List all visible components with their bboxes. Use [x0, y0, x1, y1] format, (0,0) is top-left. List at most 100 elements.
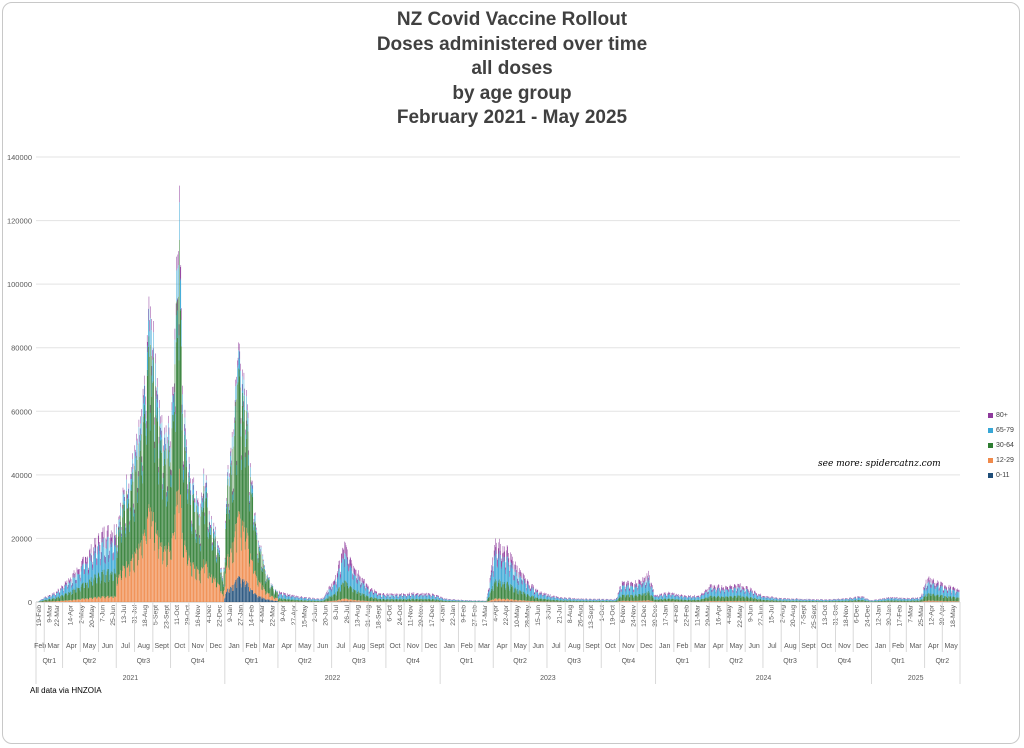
bar-segment — [567, 600, 568, 602]
bar-segment — [619, 589, 621, 597]
bar-segment — [60, 590, 62, 597]
bar-segment — [124, 510, 126, 569]
bar-segment — [450, 599, 452, 602]
bar-segment — [57, 593, 58, 598]
bar-segment — [349, 599, 351, 602]
bar-segment — [487, 593, 488, 596]
bar-segment — [115, 544, 116, 574]
bar-segment — [299, 597, 301, 601]
bar-segment — [254, 515, 255, 523]
bar-segment — [350, 599, 351, 602]
bar-segment — [555, 598, 556, 599]
bar-segment — [505, 562, 507, 570]
bar-segment — [512, 568, 514, 588]
bar-segment — [354, 589, 355, 600]
bar-segment — [190, 504, 192, 567]
bar-segment — [624, 586, 626, 590]
bar-segment — [123, 504, 125, 567]
bar-segment — [349, 599, 350, 602]
bar-segment — [69, 579, 71, 583]
bar-segment — [551, 596, 552, 598]
bar-segment — [388, 598, 390, 602]
bar-segment — [296, 596, 298, 598]
bar-segment — [495, 598, 496, 602]
bar-segment — [624, 589, 626, 597]
bar-segment — [610, 599, 611, 600]
bar-segment — [358, 576, 359, 591]
bar-segment — [577, 600, 578, 602]
bar-segment — [512, 599, 513, 602]
bar-segment — [445, 600, 446, 602]
bar-segment — [503, 599, 504, 602]
bar-segment — [223, 572, 225, 591]
bar-segment — [81, 567, 82, 585]
bar-segment — [106, 575, 107, 598]
bar-segment — [103, 596, 104, 602]
bar-segment — [350, 558, 351, 567]
bar-segment — [586, 600, 588, 602]
bar-segment — [431, 596, 432, 598]
bar-segment — [66, 585, 67, 594]
bar-segment — [594, 600, 595, 602]
bar-segment — [118, 520, 120, 528]
bar-segment — [559, 598, 560, 601]
bar-segment — [261, 567, 262, 571]
bar-segment — [333, 584, 335, 595]
bar-segment — [585, 600, 586, 602]
bar-segment — [279, 593, 281, 599]
bar-segment — [355, 569, 356, 576]
bar-segment — [108, 581, 110, 599]
bar-segment — [420, 594, 421, 596]
bar-segment — [448, 599, 449, 601]
bar-segment — [450, 600, 451, 602]
bar-segment — [79, 599, 80, 602]
bar-segment — [446, 600, 448, 602]
bar-segment — [70, 579, 72, 583]
bar-segment — [316, 600, 317, 602]
bar-segment — [554, 595, 555, 597]
bar-segment — [154, 424, 155, 442]
bar-segment — [222, 578, 223, 580]
bar-segment — [457, 600, 458, 602]
bar-segment — [259, 550, 261, 583]
bar-segment — [265, 583, 267, 595]
bar-segment — [316, 600, 318, 602]
bar-segment — [422, 595, 423, 597]
bar-segment — [76, 572, 78, 588]
bar-segment — [280, 592, 282, 594]
bar-segment — [287, 599, 289, 602]
bar-segment — [611, 601, 612, 602]
bar-segment — [565, 597, 566, 599]
bar-segment — [584, 601, 585, 602]
bar-segment — [317, 599, 318, 601]
bar-segment — [276, 600, 277, 602]
bar-segment — [603, 600, 605, 602]
bar-segment — [90, 552, 92, 578]
bar-segment — [493, 550, 495, 561]
bar-segment — [652, 589, 654, 593]
bar-segment — [65, 582, 66, 586]
bar-segment — [393, 596, 395, 598]
bar-segment — [220, 591, 221, 602]
bar-segment — [604, 601, 605, 602]
bar-segment — [64, 581, 66, 585]
bar-segment — [151, 396, 153, 527]
bar-segment — [209, 576, 210, 602]
bar-segment — [436, 599, 438, 602]
bar-segment — [340, 600, 341, 602]
bar-segment — [534, 594, 536, 599]
bar-segment — [359, 581, 361, 593]
bar-segment — [504, 582, 505, 599]
bar-segment — [397, 596, 399, 598]
bar-segment — [315, 599, 317, 600]
bar-segment — [126, 491, 127, 562]
bar-segment — [254, 522, 255, 571]
bar-segment — [269, 600, 271, 602]
bar-segment — [489, 577, 491, 583]
bar-segment — [578, 599, 579, 601]
bar-segment — [212, 582, 213, 602]
bar-segment — [637, 590, 638, 597]
bar-segment — [250, 553, 251, 589]
bar-segment — [208, 578, 209, 602]
bar-segment — [383, 594, 385, 599]
